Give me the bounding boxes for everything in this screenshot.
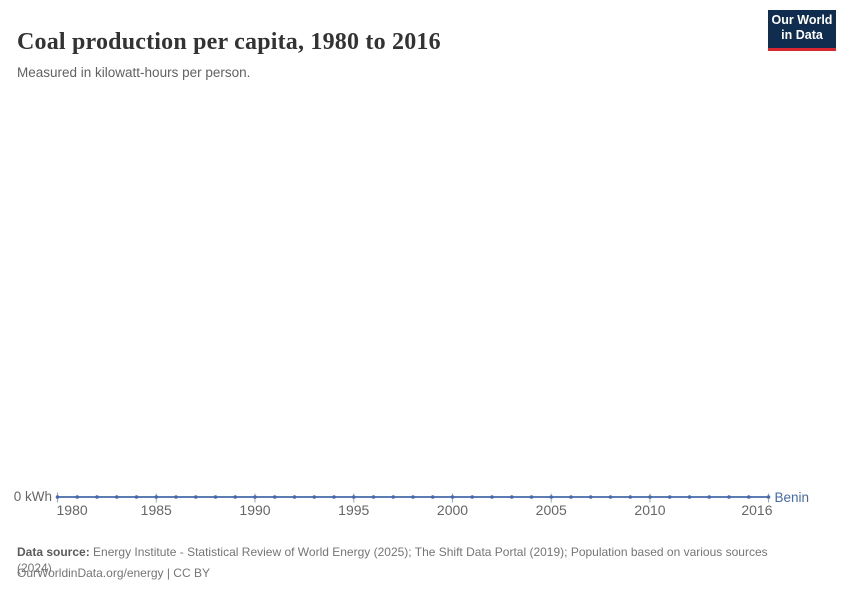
data-point-2011	[667, 495, 672, 499]
data-point-2015	[746, 495, 751, 499]
data-point-2013	[707, 495, 712, 499]
data-point-2007	[588, 495, 593, 499]
x-axis-label-2016: 2016	[741, 502, 773, 518]
data-point-1998	[411, 495, 415, 499]
data-point-1993	[312, 495, 317, 499]
y-axis-zero-label: 0 kWh	[13, 489, 52, 504]
x-axis-label-1985: 1985	[140, 502, 172, 518]
data-point-1999	[430, 495, 435, 499]
x-axis-label-2005: 2005	[535, 502, 567, 518]
data-point-1996	[371, 495, 376, 499]
data-point-1985	[154, 495, 159, 499]
data-point-1997	[391, 495, 396, 499]
x-axis-label-2010: 2010	[634, 502, 666, 518]
x-axis-label-1995: 1995	[338, 502, 370, 518]
line-series-svg	[55, 492, 771, 503]
data-source-line1: Energy Institute - Statistical Review of…	[93, 545, 768, 559]
data-point-2008	[608, 495, 613, 499]
data-point-2009	[628, 495, 633, 499]
x-axis-label-1980: 1980	[56, 502, 88, 518]
data-point-1989	[233, 495, 238, 499]
data-point-1980	[55, 495, 60, 499]
data-point-1992	[292, 495, 297, 499]
data-point-1981	[75, 495, 80, 499]
plot-area[interactable]	[0, 80, 850, 480]
data-point-1986	[174, 495, 178, 499]
data-point-1990	[253, 495, 257, 499]
logo-line2: in Data	[781, 28, 823, 42]
chart-subtitle: Measured in kilowatt-hours per person.	[17, 64, 251, 80]
data-point-1994	[332, 495, 336, 499]
data-point-2001	[470, 495, 475, 499]
x-axis-label-2000: 2000	[436, 502, 469, 518]
data-point-2004	[529, 495, 534, 499]
data-point-1991	[272, 495, 277, 499]
data-point-2000	[450, 495, 455, 499]
x-axis-label-1990: 1990	[239, 502, 271, 518]
chart-title: Coal production per capita, 1980 to 2016	[17, 29, 441, 56]
data-source-note: Data source: Energy Institute - Statisti…	[17, 545, 833, 576]
data-point-2006	[569, 495, 573, 499]
credit-link[interactable]: OurWorldinData.org/energy | CC BY	[17, 566, 210, 580]
data-source-line2: (2024)	[17, 560, 52, 575]
data-point-2003	[509, 495, 514, 499]
data-point-2010	[648, 495, 652, 499]
data-point-1984	[134, 495, 139, 499]
data-point-1987	[193, 495, 198, 499]
data-point-2012	[687, 495, 692, 499]
data-point-1988	[213, 495, 218, 499]
data-point-1995	[351, 495, 356, 499]
data-point-2005	[549, 495, 554, 499]
x-axis: 1980 1985 1990 1995 2000 2005 2010 2016	[0, 503, 850, 519]
logo-line1: Our World	[771, 13, 833, 27]
owid-logo[interactable]: Our World in Data	[768, 10, 836, 51]
data-point-2014	[727, 495, 731, 499]
data-point-2002	[490, 495, 494, 499]
data-point-1983	[114, 495, 119, 499]
entity-label-benin[interactable]: Benin	[774, 490, 810, 505]
data-point-1982	[95, 495, 99, 499]
data-point-2016	[766, 495, 771, 499]
data-source-label: Data source:	[17, 545, 90, 559]
